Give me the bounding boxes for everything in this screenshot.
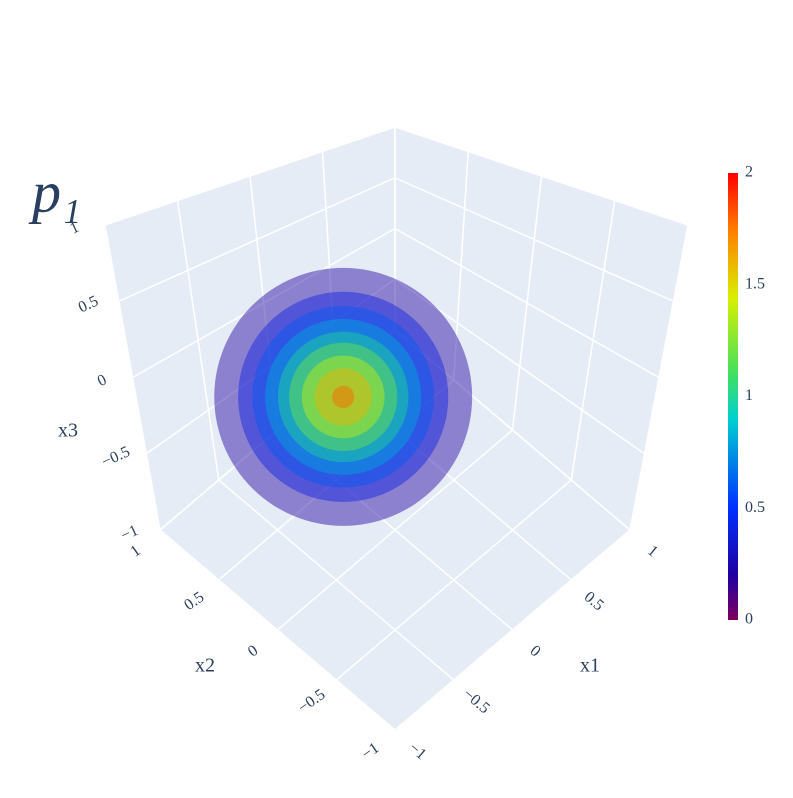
isosurface-shell: [289, 342, 398, 451]
tick-label: −1: [359, 739, 383, 763]
tick-label: −0.5: [460, 686, 493, 718]
colorbar-tick-label: 1.5: [745, 275, 765, 292]
grid-line: [145, 278, 396, 455]
isosurface-shell: [252, 306, 434, 488]
grid-line: [335, 479, 572, 681]
x1-title: x1: [580, 655, 600, 677]
isosurface-shell: [214, 267, 473, 526]
isosurface-shell: [238, 291, 449, 502]
x2-title: x2: [195, 655, 215, 677]
chart-title: p₁: [28, 159, 81, 224]
grid-line: [218, 379, 455, 581]
tick-label: 1: [127, 542, 143, 561]
grid-line: [394, 227, 660, 379]
tick-label: 1: [644, 542, 661, 560]
grid-line: [277, 429, 513, 631]
tick-label: −1: [118, 522, 141, 545]
grid-line: [394, 126, 689, 226]
colorbar-tick-label: 2: [745, 164, 753, 181]
isosurface-shell: [301, 355, 385, 439]
x3-title: x3: [58, 420, 78, 442]
isosurface-shell: [314, 368, 372, 426]
grid-line: [118, 177, 396, 302]
left-wall: [105, 127, 395, 530]
grid-line: [394, 329, 631, 531]
grid-line: [394, 278, 645, 455]
colorbar-tick-label: 0.5: [745, 499, 765, 516]
tick-label: 0.5: [581, 588, 607, 614]
tick-label: −1: [406, 739, 430, 763]
grid-line: [394, 529, 631, 731]
tick-label: 0: [95, 371, 109, 390]
colorbar-tick-label: 1: [745, 387, 753, 404]
grid-line: [132, 227, 396, 379]
tick-label: −0.5: [295, 686, 329, 717]
tick-label: 0: [527, 642, 544, 660]
grid-line: [159, 329, 396, 531]
colorbar-tick-label: 0: [745, 611, 753, 628]
grid-line: [104, 126, 396, 226]
colorbar: [728, 173, 738, 620]
tick-label: 0.5: [76, 293, 101, 317]
tick-label: −0.5: [99, 443, 132, 471]
isosurface-shell: [265, 318, 422, 475]
grid-line: [394, 177, 674, 302]
isosurface-shell: [277, 331, 409, 463]
isosurface-shell: [332, 385, 355, 409]
right-wall: [395, 127, 688, 530]
tick-label: 0.5: [181, 589, 207, 614]
tick-label: 0: [245, 642, 261, 661]
